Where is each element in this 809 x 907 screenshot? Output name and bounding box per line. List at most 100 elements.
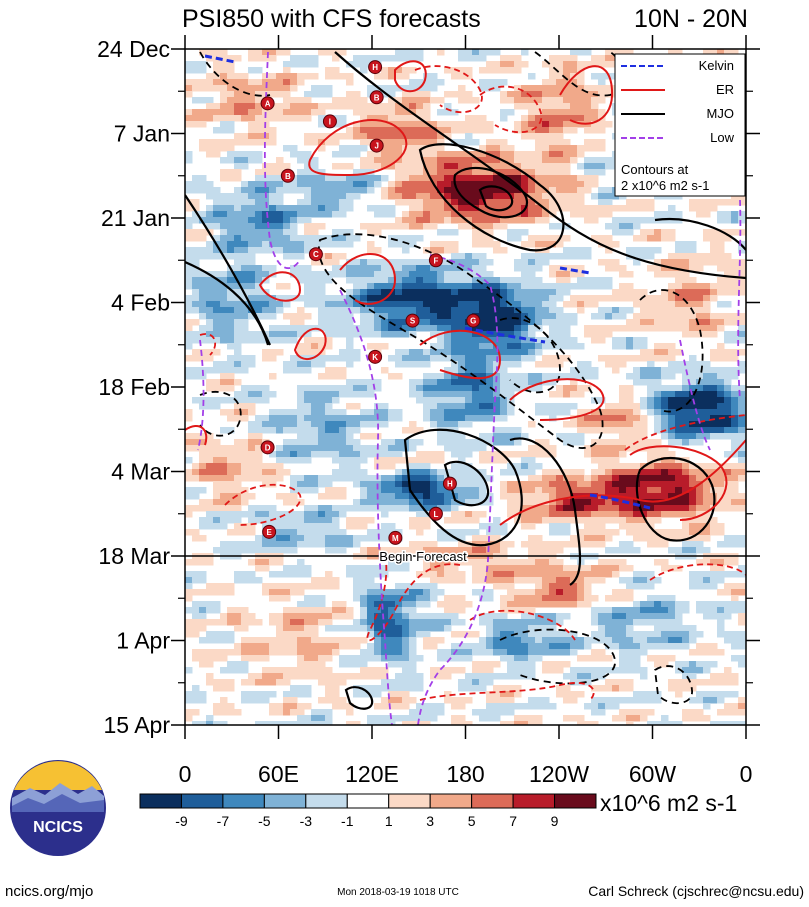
- colorbar-swatch: [263, 793, 307, 809]
- colorbar-tick-label: -1: [341, 813, 354, 829]
- legend: Kelvin ER MJO Low Contours at 2 x10^6 m2 s-…: [614, 53, 746, 197]
- er-contour: [499, 439, 746, 526]
- mjo-contour-negative: [499, 317, 561, 394]
- x-axis: 0 60E 120E 180 120W 60W 0: [179, 35, 753, 787]
- legend-label: Low: [710, 130, 734, 145]
- storm-marker: M: [388, 530, 403, 545]
- y-axis: 24 Dec 7 Jan 21 Jan 4 Feb 18 Feb 4 Mar 18 Mar 1…: [97, 36, 760, 738]
- storm-marker-label: A: [265, 99, 271, 108]
- colorbar-swatch: [512, 793, 556, 809]
- storm-markers: H B A I J B C F S G K D H L E M: [260, 60, 481, 545]
- x-tick-label: 60E: [258, 761, 299, 787]
- legend-label: ER: [716, 82, 734, 97]
- storm-marker-label: G: [470, 317, 476, 326]
- chart-title: PSI850 with CFS forecasts: [182, 5, 481, 33]
- y-tick-label: 15 Apr: [104, 712, 171, 738]
- colorbar-swatch: [305, 793, 348, 809]
- colorbar: -9 -7 -5 -3 -1 1 3 5 7 9: [139, 793, 597, 829]
- kelvin-contour: [589, 493, 651, 510]
- y-tick-label: 4 Mar: [111, 459, 170, 485]
- mjo-contour-negative: [654, 665, 693, 704]
- colorbar-tick-label: 7: [509, 813, 517, 829]
- footer-url: ncics.org/mjo: [5, 883, 93, 900]
- storm-marker-label: H: [372, 63, 378, 72]
- y-tick-label: 4 Feb: [111, 290, 170, 316]
- low-contour: [679, 339, 711, 451]
- er-contour-negative: [224, 483, 302, 526]
- colorbar-swatch: [554, 793, 597, 809]
- x-tick-label: 180: [446, 761, 484, 787]
- er-contour: [559, 65, 614, 125]
- x-tick-label: 0: [179, 761, 192, 787]
- er-contour-negative: [199, 333, 217, 356]
- storm-marker: D: [260, 440, 275, 455]
- colorbar-swatch: [346, 793, 390, 809]
- colorbar-swatch: [388, 793, 431, 809]
- footer-timestamp: Mon 2018-03-19 1018 UTC: [337, 887, 459, 898]
- mjo-contour-negative: [499, 628, 616, 685]
- colorbar-swatch: [139, 793, 182, 809]
- mjo-contour: [635, 456, 716, 542]
- storm-marker: C: [308, 247, 323, 262]
- colorbar-tick-label: 9: [551, 813, 559, 829]
- legend-label: Kelvin: [699, 58, 734, 73]
- low-contour: [197, 339, 205, 451]
- footer-credit: Carl Schreck (cjschrec@ncsu.edu): [588, 883, 804, 899]
- mjo-contour: [478, 185, 514, 212]
- colorbar-tick-label: -3: [300, 813, 313, 829]
- storm-marker-label: S: [410, 317, 416, 326]
- er-contour: [419, 329, 502, 380]
- storm-marker: H: [368, 60, 383, 75]
- low-contour: [263, 51, 301, 270]
- storm-marker-label: K: [372, 353, 378, 362]
- x-tick-label: 0: [740, 761, 753, 787]
- mjo-contour: [443, 460, 490, 507]
- storm-marker: K: [368, 349, 383, 364]
- storm-marker-label: B: [285, 172, 291, 181]
- storm-marker-label: I: [329, 117, 331, 126]
- x-tick-label: 60W: [629, 761, 677, 787]
- mjo-contour-negative: [318, 233, 604, 449]
- colorbar-swatch: [429, 793, 473, 809]
- colorbar-swatch: [222, 793, 265, 809]
- mjo-contour: [185, 260, 270, 346]
- mjo-contour: [418, 143, 565, 252]
- er-contour: [258, 271, 302, 302]
- legend-label: MJO: [707, 106, 734, 121]
- storm-marker: I: [322, 114, 337, 129]
- er-contour: [394, 60, 427, 93]
- legend-box: [614, 53, 746, 197]
- er-contour-negative: [624, 414, 746, 451]
- er-contour-negative: [366, 554, 461, 642]
- storm-marker: F: [428, 253, 443, 268]
- x-tick-label: 120E: [345, 761, 399, 787]
- y-tick-label: 21 Jan: [101, 205, 170, 231]
- er-contour: [293, 327, 327, 360]
- colorbar-tick-label: -9: [175, 813, 188, 829]
- mjo-contour-negative: [639, 289, 704, 413]
- low-contour: [417, 254, 499, 725]
- mjo-contour: [344, 686, 374, 710]
- colorbar-tick-label: 1: [385, 813, 393, 829]
- y-tick-label: 18 Feb: [98, 374, 170, 400]
- colorbar-swatch: [471, 793, 514, 809]
- low-contour: [339, 289, 393, 725]
- y-tick-label: 18 Mar: [98, 543, 170, 569]
- er-contour: [339, 253, 397, 305]
- storm-marker-label: L: [433, 510, 438, 519]
- colorbar-tick-label: -7: [217, 813, 230, 829]
- storm-marker-label: E: [266, 528, 272, 537]
- mjo-contour: [334, 51, 746, 280]
- colorbar-tick-label: 5: [468, 813, 476, 829]
- legend-note-line2: 2 x10^6 m2 s-1: [621, 178, 709, 193]
- er-contour: [185, 425, 208, 446]
- y-tick-label: 7 Jan: [114, 121, 170, 147]
- kelvin-contour: [204, 54, 236, 64]
- er-contour: [509, 378, 605, 421]
- er-contour-negative: [419, 682, 595, 701]
- storm-marker-label: D: [265, 443, 271, 452]
- storm-marker-label: J: [374, 142, 378, 151]
- storm-marker: S: [405, 313, 420, 328]
- colorbar-tick-label: 3: [426, 813, 434, 829]
